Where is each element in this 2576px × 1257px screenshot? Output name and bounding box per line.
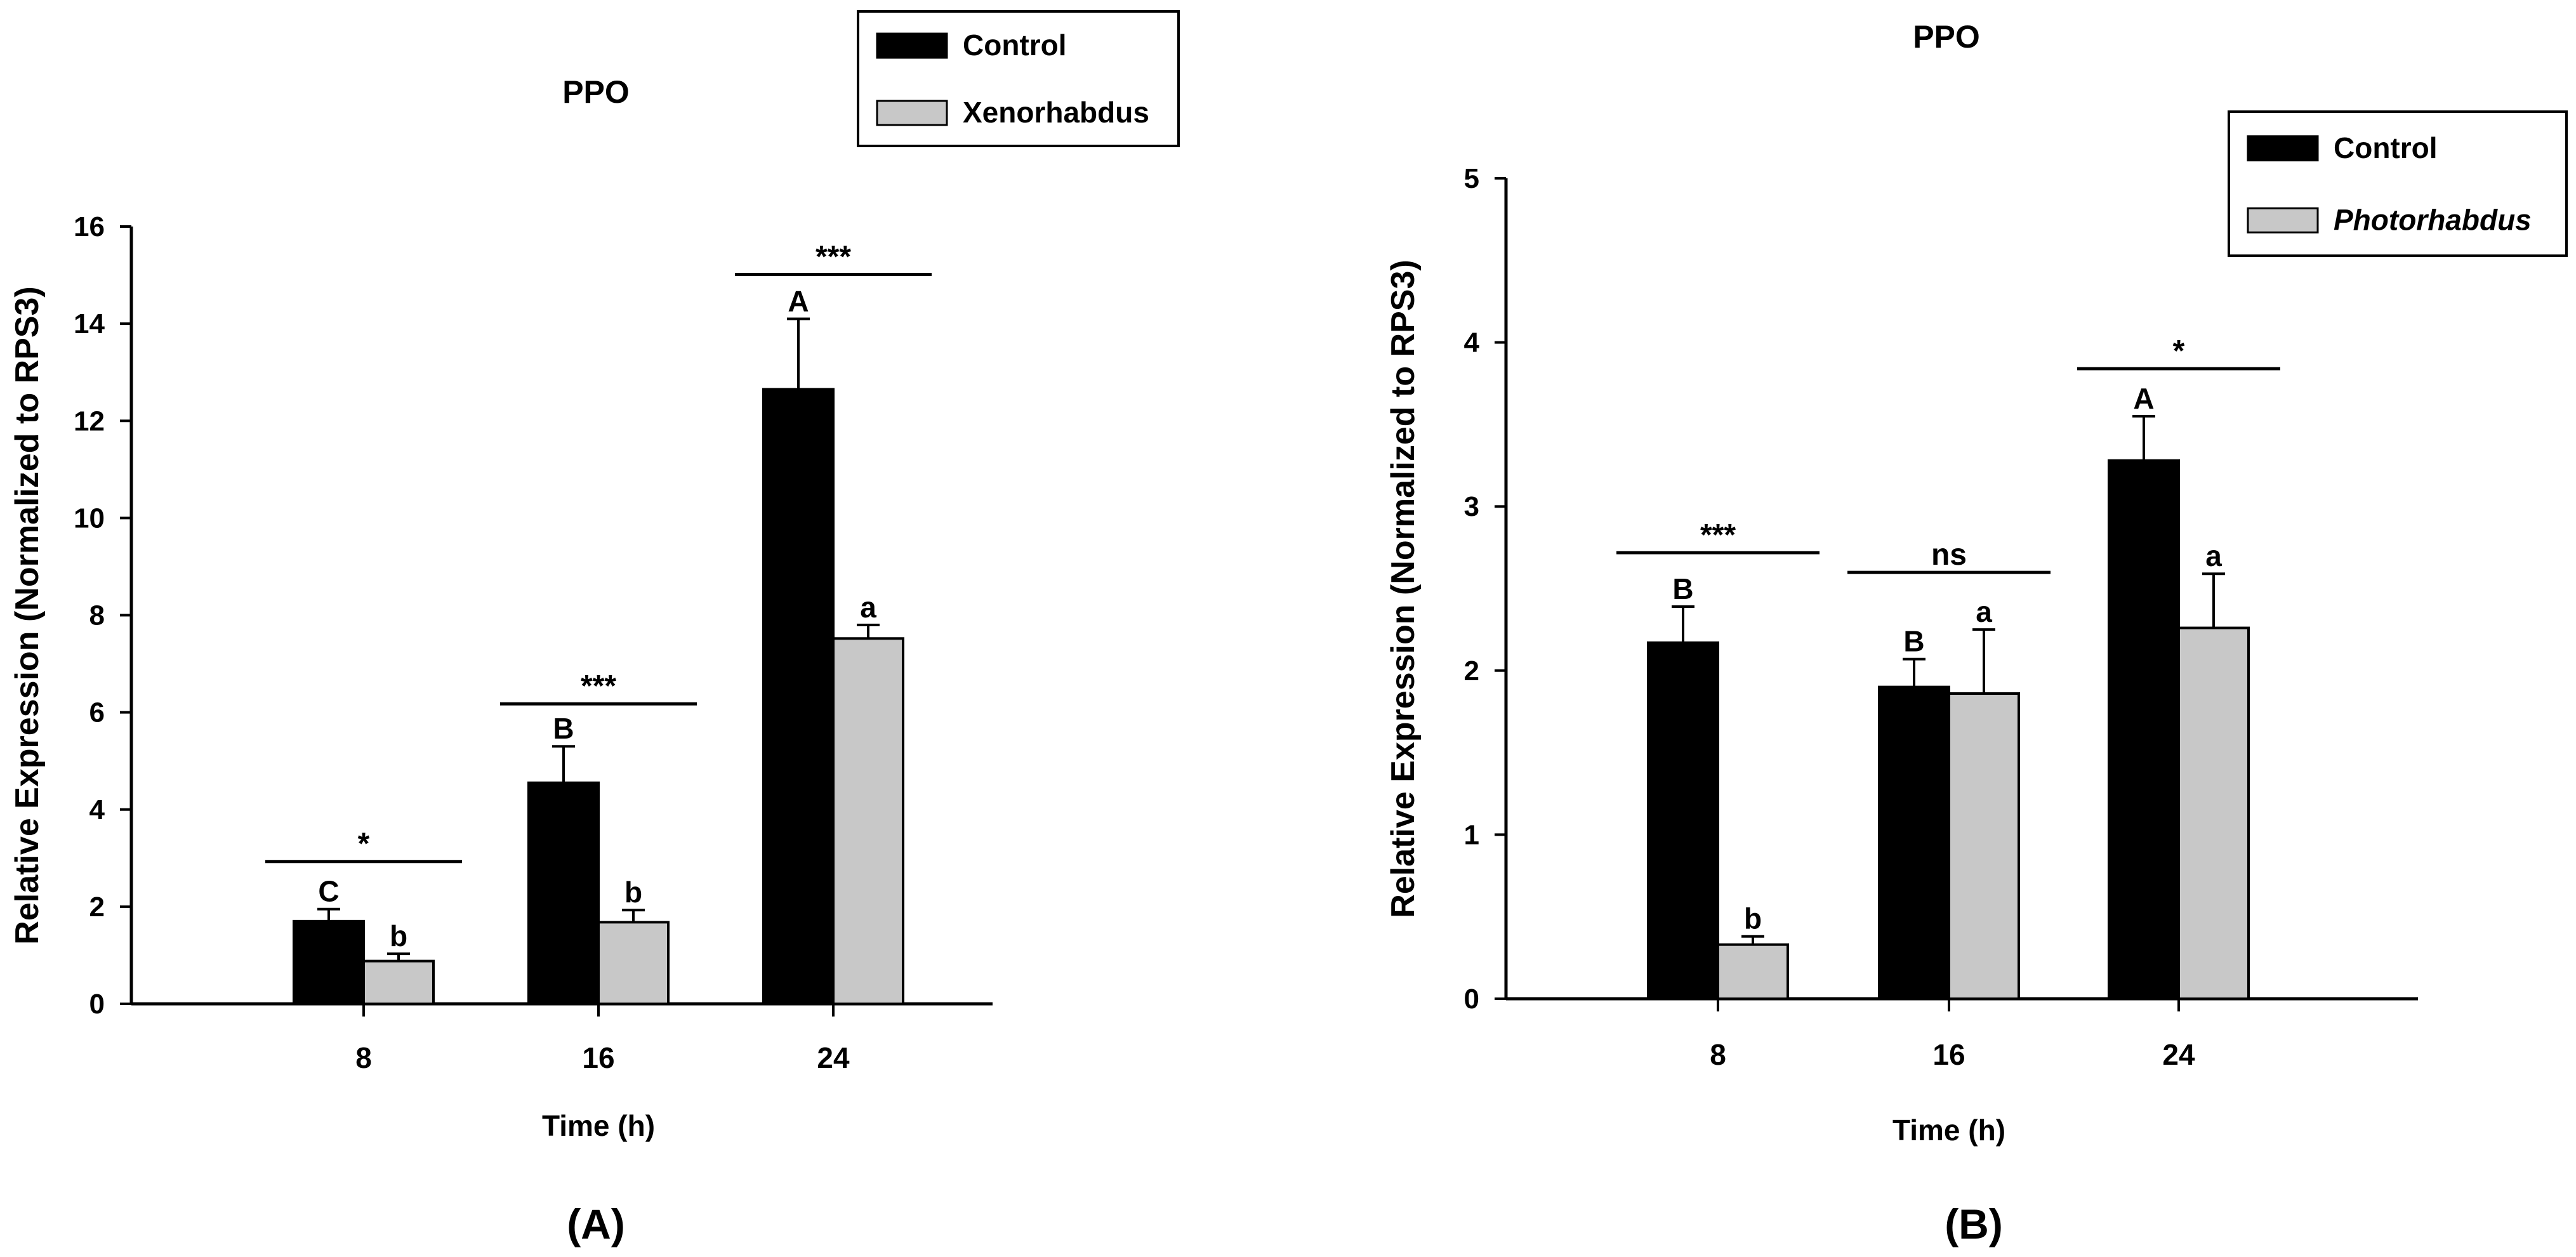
bar-treatment: [362, 959, 435, 1005]
significance-letter: B: [553, 712, 574, 745]
bar-treatment: [597, 921, 670, 1005]
significance-letter: B: [1672, 572, 1693, 605]
legend-label: Xenorhabdus: [963, 96, 1149, 129]
y-tick-label: 6: [89, 697, 105, 728]
legend-label: Photorhabdus: [2334, 203, 2532, 236]
chart-title: PPO: [562, 74, 630, 110]
y-axis-label: Relative Expression (Normalized to RPS3): [1385, 260, 1422, 918]
legend-swatch: [2247, 135, 2319, 162]
bar-control: [2108, 459, 2180, 1000]
panel-label: (A): [567, 1201, 625, 1247]
significance-letter: A: [2133, 382, 2154, 415]
bar-treatment: [2177, 626, 2250, 1000]
legend: Control Xenorhabdus: [857, 10, 1180, 147]
bar-control: [1647, 641, 1719, 1000]
significance-letter: a: [1976, 595, 1992, 628]
significance-letter: a: [2205, 539, 2222, 572]
x-tick-label: 16: [582, 1041, 614, 1074]
legend-swatch: [876, 32, 948, 59]
x-tick-label: 8: [1710, 1038, 1726, 1071]
y-tick-label: 3: [1464, 491, 1479, 522]
significance-letter: b: [624, 876, 642, 909]
bar-treatment: [832, 637, 904, 1005]
legend-label: Control: [2334, 131, 2438, 164]
y-tick-label: 1: [1464, 819, 1479, 850]
panel-label: (B): [1945, 1201, 2003, 1247]
significance-letter: B: [1903, 625, 1924, 658]
x-tick-label: 24: [817, 1041, 850, 1074]
bar-treatment: [1717, 943, 1789, 1000]
y-tick-label: 4: [1464, 327, 1480, 359]
y-tick-label: 12: [74, 405, 105, 437]
y-tick-label: 0: [1464, 984, 1479, 1015]
legend-swatch: [2247, 207, 2319, 234]
significance-letter: C: [318, 875, 339, 908]
significance-marker: ***: [581, 669, 616, 703]
y-tick-label: 2: [1464, 655, 1479, 687]
significance-letter: A: [788, 284, 809, 317]
bar-control: [293, 919, 365, 1005]
y-tick-label: 8: [89, 600, 105, 631]
significance-letter: a: [860, 591, 876, 624]
bar-control: [762, 388, 835, 1005]
x-axis-label: Time (h): [1892, 1114, 2005, 1147]
significance-marker: *: [2173, 334, 2185, 368]
y-tick-label: 0: [89, 989, 105, 1020]
y-tick-label: 16: [74, 211, 105, 242]
y-tick-label: 2: [89, 892, 105, 923]
significance-marker: ***: [816, 240, 851, 273]
x-tick-label: 16: [1932, 1038, 1965, 1071]
x-tick-label: 8: [355, 1041, 372, 1074]
significance-marker: ***: [1700, 518, 1736, 552]
y-tick-label: 14: [74, 308, 105, 339]
legend-label: Control: [963, 29, 1067, 62]
bar-control: [527, 781, 600, 1005]
y-tick-label: 10: [74, 503, 105, 534]
significance-letter: b: [390, 919, 407, 952]
x-tick-label: 24: [2162, 1038, 2195, 1071]
bar-control: [1878, 685, 1950, 1001]
y-tick-label: 5: [1464, 163, 1479, 194]
chart-panel-b: PPO 0 1 2 3 4 5 8 16 24 Time (h) Relative Expressio…: [1385, 19, 2568, 1247]
y-tick-label: 4: [89, 794, 105, 826]
y-axis-label: Relative Expression (Normalized to RPS3): [9, 286, 46, 944]
x-axis-label: Time (h): [542, 1109, 655, 1142]
chart-title: PPO: [1913, 19, 1980, 55]
significance-letter: b: [1744, 902, 1762, 935]
legend-swatch: [876, 100, 948, 126]
legend: Control Photorhabdus: [2228, 110, 2568, 257]
significance-marker: ns: [1931, 538, 1967, 572]
significance-marker: *: [358, 827, 370, 861]
bar-treatment: [1948, 692, 2020, 1001]
